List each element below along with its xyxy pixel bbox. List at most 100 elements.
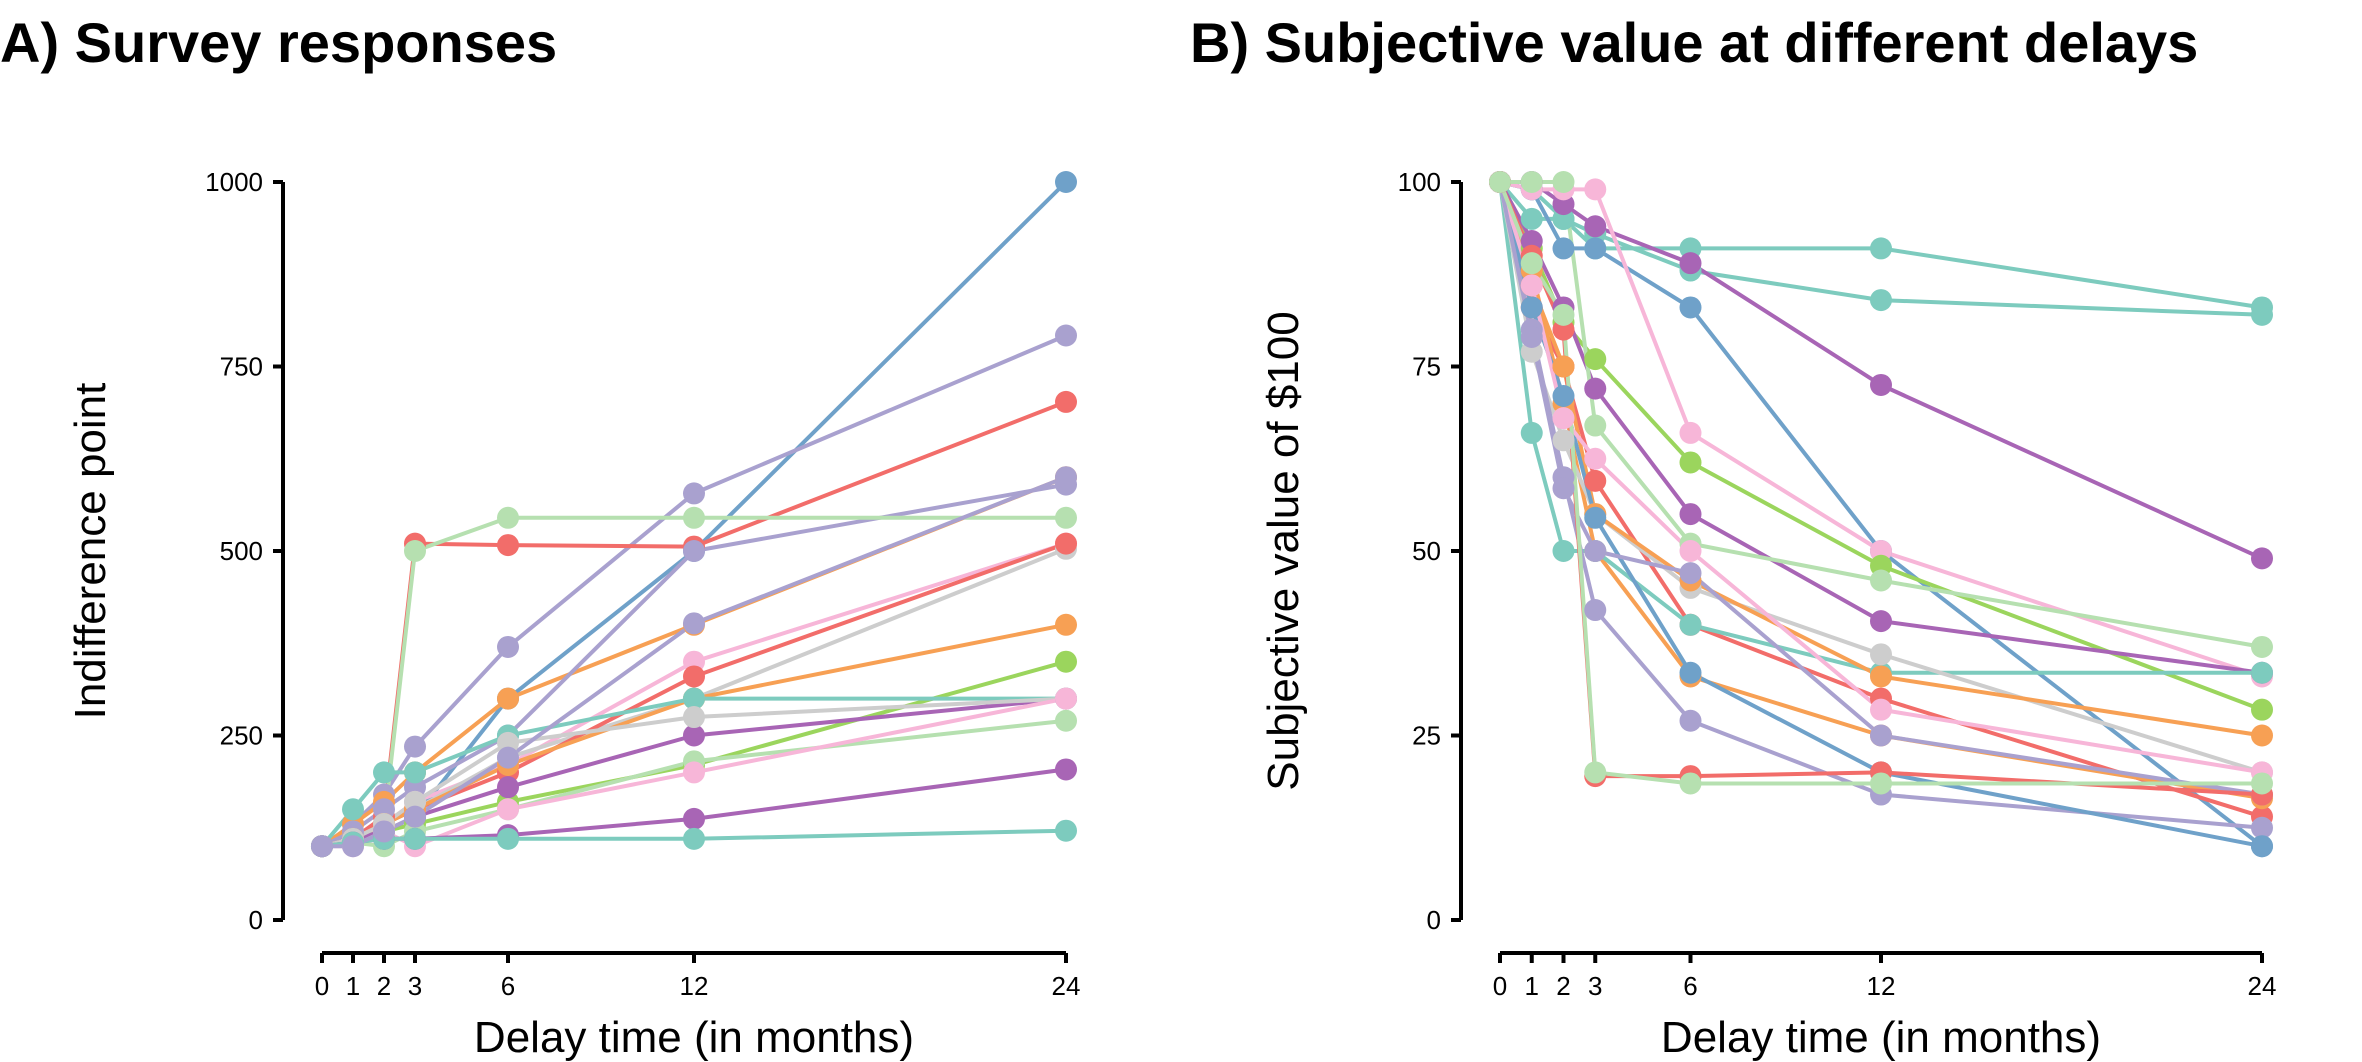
series-point [2251,547,2273,570]
series-point [497,635,519,658]
panel-b-subjective-value: B) Subjective value at different delays … [1190,11,2276,1062]
series-point [1520,325,1543,348]
series-point [1055,324,1077,347]
series-point [1520,296,1543,319]
x-tick-label: 6 [1683,971,1697,1001]
x-tick-label: 12 [680,971,709,1001]
series-point [497,746,519,769]
series-point [1584,377,1607,400]
series-line-15 [1498,180,2264,849]
series-point [2251,661,2273,684]
series-point [683,506,705,529]
x-tick-label: 24 [2248,971,2277,1001]
series-point [404,805,426,828]
series-point [1552,429,1575,452]
series-point [1055,466,1077,489]
series-point [2251,698,2273,721]
y-tick-label: 750 [220,352,263,382]
series-point [2251,635,2273,658]
series-point [1520,252,1543,275]
panel-a-survey-responses: A) Survey responses Indifference point D… [0,11,1080,1062]
series-point [1679,252,1702,275]
series-point [683,827,705,850]
series-point [1552,385,1575,408]
series-point [1679,613,1702,636]
x-tick-label: 1 [1525,971,1539,1001]
y-tick-label: 75 [1412,352,1441,382]
series-point [1552,237,1575,260]
series-point [1520,421,1543,444]
x-tick-label: 3 [408,971,422,1001]
panel-b-series-points [1489,171,2273,858]
series-point [1870,610,1892,633]
series-point [683,687,705,710]
panel-b-y-axis-label: Subjective value of $100 [1259,311,1308,790]
series-point [1870,724,1892,747]
series-point [2251,816,2273,839]
series-point [1055,709,1077,732]
x-tick-label: 2 [377,971,391,1001]
series-point [1055,390,1077,413]
series-point [1584,540,1607,562]
series-point [1679,562,1702,585]
series-point [1055,506,1077,529]
series-line-9 [1498,180,2264,819]
series-point [1679,709,1702,732]
series-point [404,540,426,562]
series-point [1870,698,1892,721]
series-point [1870,237,1892,260]
series-point [1870,772,1892,795]
series-point [342,835,364,858]
series-point [2251,724,2273,747]
series-point [683,612,705,635]
y-tick-label: 500 [220,536,263,566]
series-point [1552,303,1575,326]
y-tick-label: 250 [220,721,263,751]
series-point [683,665,705,688]
series-point [1870,665,1892,688]
panel-a-y-axis-label: Indifference point [66,383,115,720]
series-point [1584,469,1607,492]
series-point [1679,661,1702,684]
series-point [683,482,705,505]
series-point [1055,532,1077,555]
series-point [683,540,705,562]
series-point [683,706,705,729]
series-point [1584,761,1607,784]
series-point [1679,772,1702,795]
series-point [373,761,395,784]
series-point [404,761,426,784]
series-point [1584,414,1607,437]
x-tick-label: 0 [1493,971,1507,1001]
series-point [1679,451,1702,474]
series-point [497,506,519,529]
panel-a-x-axis-label: Delay time (in months) [474,1013,914,1062]
x-tick-label: 1 [346,971,360,1001]
panel-b-title: B) Subjective value at different delays [1190,11,2198,74]
series-point [404,735,426,758]
y-tick-label: 25 [1412,721,1441,751]
series-point [1679,540,1702,562]
panel-a-title: A) Survey responses [0,11,557,74]
series-line-4 [1498,180,2264,849]
series-point [1584,348,1607,371]
series-point [404,827,426,850]
x-tick-label: 0 [315,971,329,1001]
series-point [1552,171,1575,193]
series-point [497,798,519,821]
series-point [1055,687,1077,710]
series-point [497,534,519,557]
series-point [1679,421,1702,444]
series-point [497,827,519,850]
series-point [2251,835,2273,858]
series-point [683,807,705,830]
series-point [311,835,333,858]
series-point [1489,171,1511,193]
series-point [1584,599,1607,622]
series-point [1679,296,1702,319]
series-point [2251,303,2273,326]
series-point [1055,613,1077,636]
